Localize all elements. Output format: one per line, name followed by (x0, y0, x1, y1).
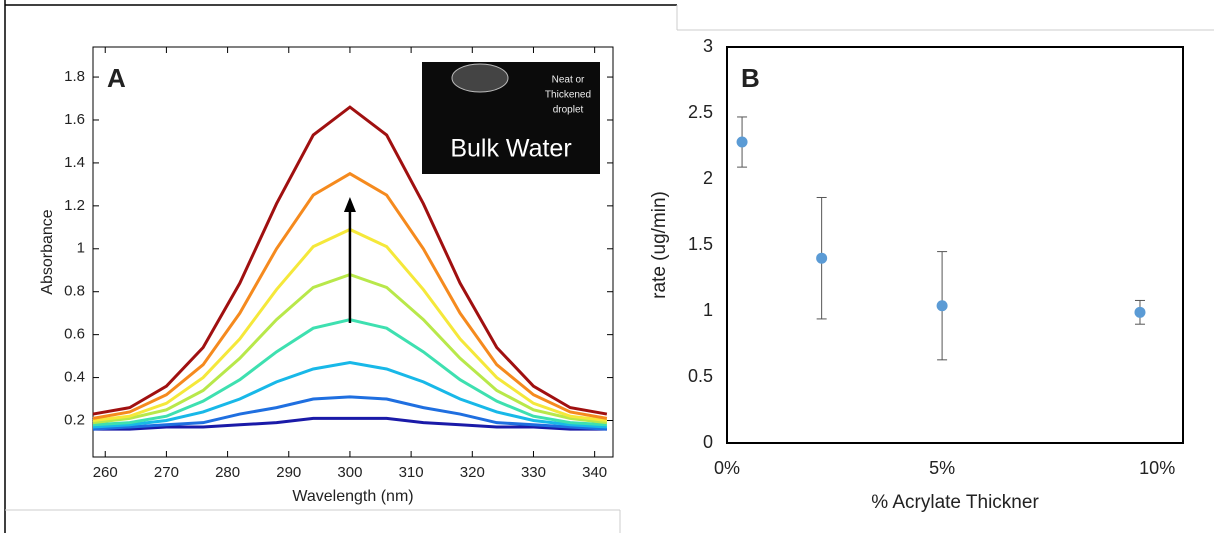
arrow-head (343, 197, 356, 212)
y-tick-label: 0.6 (64, 326, 85, 343)
y-tick-label: 0.5 (688, 366, 713, 386)
y-tick-label: 0 (703, 432, 713, 452)
inset-photo (422, 62, 600, 174)
panel-label: A (107, 63, 126, 93)
point (736, 136, 748, 148)
spectrum-line (92, 171, 608, 420)
droplet (451, 63, 509, 93)
y-tick-label: 2 (703, 168, 713, 188)
y-tick-label: 1.5 (688, 234, 713, 254)
x-tick-label: 10% (1139, 458, 1175, 478)
x-tick-label: 340 (582, 464, 607, 481)
y-tick-label: 1.4 (64, 154, 85, 171)
y-tick-label: 1.8 (64, 68, 85, 85)
point (816, 252, 828, 264)
y-tick-label: 1 (703, 300, 713, 320)
point (1134, 306, 1146, 318)
x-tick-label: 310 (399, 464, 424, 481)
y-tick-label: 1.6 (64, 111, 85, 128)
x-tick-label: 5% (929, 458, 955, 478)
x-tick-label: 330 (521, 464, 546, 481)
spectrum-line (93, 416, 607, 431)
x-tick-label: 300 (337, 464, 362, 481)
y-tick-label: 0.8 (64, 283, 85, 300)
y-axis-label: Absorbance (39, 209, 56, 294)
y-tick-label: 1 (77, 240, 85, 257)
plot-frame (92, 46, 614, 458)
y-tick-label: 0.2 (64, 411, 85, 428)
inset-label: Bulk Water (450, 135, 571, 163)
inset: Neat or Thickened droplet Bulk Water (422, 62, 600, 174)
x-tick-label: 320 (460, 464, 485, 481)
panel-label: B (741, 63, 760, 93)
inset-note: Thickened (545, 90, 591, 101)
y-tick-label: 3 (703, 36, 713, 56)
x-axis-label: Wavelength (nm) (292, 488, 413, 505)
spectrum-line (92, 361, 607, 429)
y-tick-label: 0.4 (64, 369, 85, 386)
inset-note: Neat or (552, 75, 585, 86)
x-tick-label: 0% (714, 458, 740, 478)
point (936, 300, 948, 312)
inset-note: droplet (553, 105, 584, 116)
x-tick-label: 290 (276, 464, 301, 481)
x-tick-label: 260 (93, 464, 118, 481)
x-axis-label: % Acrylate Thickner (871, 492, 1039, 513)
plot-frame (726, 46, 1184, 444)
y-axis-label: rate (ug/min) (649, 191, 670, 299)
y-tick-label: 1.2 (64, 197, 85, 214)
x-tick-label: 280 (215, 464, 240, 481)
spectrum-line (92, 105, 608, 416)
y-tick-label: 2.5 (688, 102, 713, 122)
x-tick-label: 270 (154, 464, 179, 481)
spectrum-line (92, 395, 607, 431)
